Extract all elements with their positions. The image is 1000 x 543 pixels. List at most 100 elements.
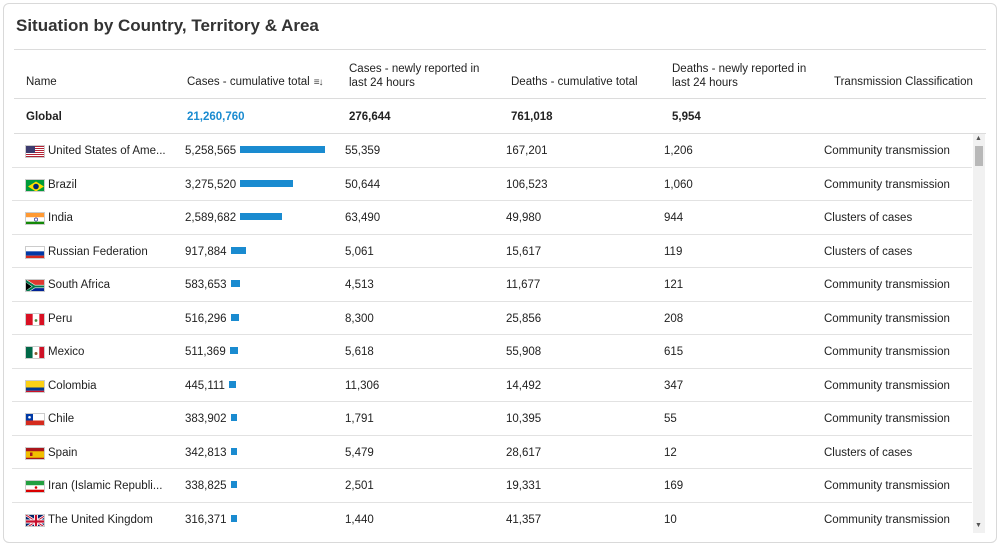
cases-total: 342,813 xyxy=(185,446,227,459)
deaths-total: 25,856 xyxy=(506,312,542,325)
cases-bar xyxy=(231,246,246,254)
cases-total: 583,653 xyxy=(185,279,227,291)
cases-new: 5,479 xyxy=(345,446,374,459)
global-deaths-total: 761,018 xyxy=(511,111,553,123)
deaths-new: 1,060 xyxy=(664,178,693,191)
header-transmission[interactable]: Transmission Classification xyxy=(834,76,973,88)
deaths-new: 10 xyxy=(664,513,677,526)
table-row[interactable]: Brazil 3,275,520 50,644 106,523 1,060 Communi… xyxy=(12,168,972,201)
scroll-down-icon[interactable]: ▼ xyxy=(975,522,982,529)
colombia-flag-icon xyxy=(25,379,45,393)
table-row[interactable]: Mexico 511,369 5,618 55,908 615 Community tra… xyxy=(12,335,972,369)
cases-bar xyxy=(240,179,293,187)
scrollbar-thumb[interactable] xyxy=(975,146,983,166)
cases-total: 338,825 xyxy=(185,480,227,492)
table-row[interactable]: Russian Federation 917,884 5,061 15,617 119 C… xyxy=(12,235,972,268)
spain-flag-icon xyxy=(25,446,45,460)
header-name[interactable]: Name xyxy=(26,76,57,88)
page-title: Situation by Country, Territory & Area xyxy=(16,16,319,35)
cases-new: 5,618 xyxy=(345,346,374,358)
cases-total: 516,296 xyxy=(185,312,227,325)
cases-bar xyxy=(229,380,236,388)
table-row[interactable]: Colombia 445,111 11,306 14,492 347 Community … xyxy=(12,369,972,402)
uk-flag-icon xyxy=(25,513,45,527)
cases-total: 3,275,520 xyxy=(185,178,237,191)
cases-total: 316,371 xyxy=(185,513,227,526)
cases-total: 445,111 xyxy=(185,379,225,392)
country-name: South Africa xyxy=(48,279,111,291)
cases-new: 5,061 xyxy=(345,245,374,258)
transmission-classification: Community transmission xyxy=(824,145,950,157)
cases-new: 8,300 xyxy=(345,312,374,325)
country-name: Iran (Islamic Republi... xyxy=(48,480,163,492)
global-cases-new: 276,644 xyxy=(349,111,391,123)
scroll-up-icon[interactable]: ▲ xyxy=(975,135,982,142)
header-cases-new[interactable]: Cases - newly reported in last 24 hours xyxy=(349,63,480,89)
header-deaths-new[interactable]: Deaths - newly reported in last 24 hours xyxy=(672,63,807,89)
transmission-classification: Community transmission xyxy=(824,279,950,291)
header-divider xyxy=(14,98,986,99)
deaths-total: 106,523 xyxy=(506,178,548,191)
transmission-classification: Community transmission xyxy=(824,513,950,526)
cases-bar xyxy=(231,313,239,321)
deaths-new: 208 xyxy=(664,312,684,325)
chile-flag-icon xyxy=(25,413,45,426)
country-name: Colombia xyxy=(48,379,97,392)
country-name: Chile xyxy=(48,413,75,425)
table-row[interactable]: Iran (Islamic Republi... 338,825 2,501 19,3… xyxy=(12,469,972,503)
country-name: Spain xyxy=(48,446,78,459)
table-row[interactable]: Peru 516,296 8,300 25,856 208 Community trans… xyxy=(12,302,972,335)
cases-bar xyxy=(230,347,238,354)
global-deaths-new: 5,954 xyxy=(672,111,701,123)
header-deaths-total[interactable]: Deaths - cumulative total xyxy=(511,76,638,88)
cases-total: 5,258,565 xyxy=(185,145,237,157)
table-row[interactable]: South Africa 583,653 4,513 11,677 121 Communi… xyxy=(12,268,972,302)
global-cases-total: 21,260,760 xyxy=(187,111,245,123)
table-row[interactable]: Chile 383,902 1,791 10,395 55 Community trans… xyxy=(12,402,972,436)
table-scrollbar[interactable]: ▲ ▼ xyxy=(973,134,985,533)
deaths-new: 55 xyxy=(664,413,677,425)
mexico-flag-icon xyxy=(25,346,45,359)
cases-new: 1,791 xyxy=(345,413,374,425)
iran-flag-icon xyxy=(25,480,45,493)
deaths-total: 55,908 xyxy=(506,346,542,358)
deaths-total: 49,980 xyxy=(506,212,542,224)
country-name: Brazil xyxy=(48,178,77,191)
brazil-flag-icon xyxy=(25,178,45,192)
cases-total: 511,369 xyxy=(185,346,226,358)
peru-flag-icon xyxy=(25,312,45,326)
deaths-new: 944 xyxy=(664,212,684,224)
table-row[interactable]: India 2,589,682 63,490 49,980 944 Clusters of… xyxy=(12,201,972,235)
cases-bar xyxy=(231,447,237,455)
transmission-classification: Clusters of cases xyxy=(824,245,913,258)
cases-total: 917,884 xyxy=(185,245,227,258)
sort-descending-icon[interactable]: ≡↓ xyxy=(313,77,324,88)
cases-bar xyxy=(231,414,237,421)
table-row[interactable]: The United Kingdom 316,371 1,440 41,357 10 Co… xyxy=(12,503,972,534)
country-name: Peru xyxy=(48,312,73,325)
transmission-classification: Community transmission xyxy=(824,379,950,392)
deaths-total: 10,395 xyxy=(506,413,542,425)
cases-new: 11,306 xyxy=(345,379,380,392)
deaths-new: 12 xyxy=(664,446,677,459)
global-divider xyxy=(14,133,986,134)
deaths-new: 169 xyxy=(664,480,684,492)
deaths-new: 347 xyxy=(664,379,684,392)
country-name: Mexico xyxy=(48,346,85,358)
deaths-total: 28,617 xyxy=(506,446,542,459)
country-table-body: United States of Ame... 5,258,565 55,359 16… xyxy=(12,134,972,533)
country-name: The United Kingdom xyxy=(48,513,153,526)
transmission-classification: Community transmission xyxy=(824,413,950,425)
deaths-total: 11,677 xyxy=(506,279,541,291)
header-cases-total[interactable]: Cases - cumulative total ≡↓ xyxy=(187,75,324,90)
transmission-classification: Community transmission xyxy=(824,480,950,492)
cases-new: 4,513 xyxy=(345,279,374,291)
header-cases-total-label: Cases - cumulative total xyxy=(187,76,310,88)
cases-new: 55,359 xyxy=(345,145,381,157)
transmission-classification: Clusters of cases xyxy=(824,446,913,459)
country-name: United States of Ame... xyxy=(48,145,166,157)
table-row[interactable]: United States of Ame... 5,258,565 55,359 16… xyxy=(12,134,972,168)
cases-bar xyxy=(240,213,282,220)
table-row[interactable]: Spain 342,813 5,479 28,617 12 Clusters of cas… xyxy=(12,436,972,469)
transmission-classification: Community transmission xyxy=(824,312,950,325)
